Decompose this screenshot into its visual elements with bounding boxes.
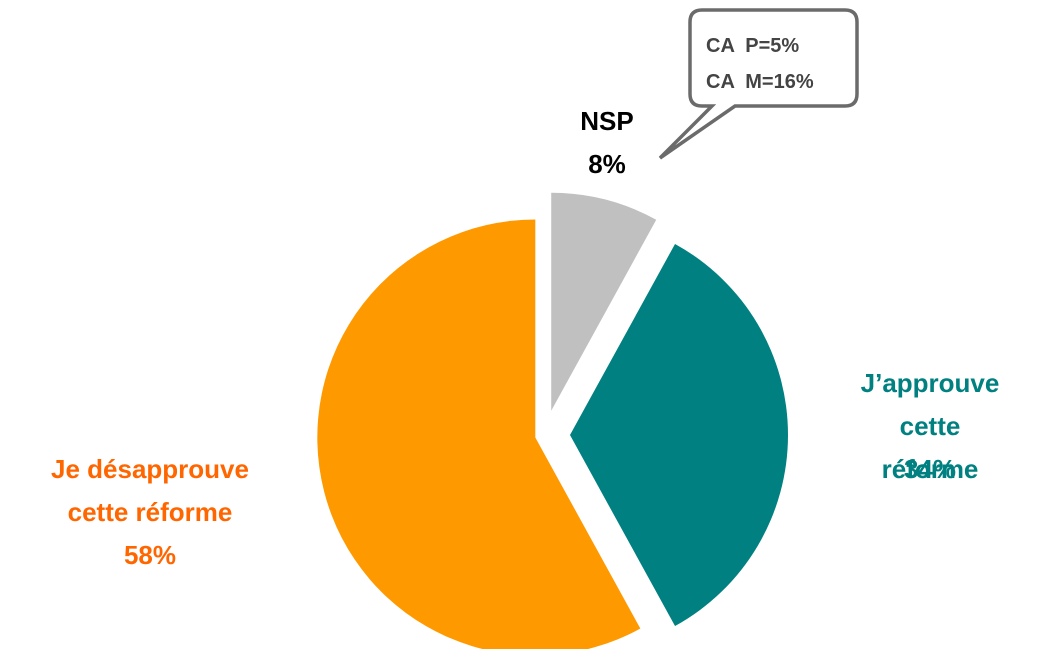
callout-text: CA P=5% — [706, 35, 799, 57]
callout-text: CA M=16% — [706, 71, 814, 93]
slice-label: NSP — [580, 106, 634, 136]
callout-bubble — [658, 8, 859, 160]
pie-slice — [317, 219, 641, 649]
slice-label: J’approuve cette réforme — [860, 368, 1000, 484]
pie-slice — [570, 243, 788, 627]
slice-value-label: 58% — [123, 540, 177, 570]
pie-slice — [551, 192, 657, 411]
slice-value-label: 34% — [903, 454, 957, 484]
slice-value-label: 8% — [588, 149, 626, 179]
slice-label: Je désapprouve cette réforme — [51, 454, 249, 527]
